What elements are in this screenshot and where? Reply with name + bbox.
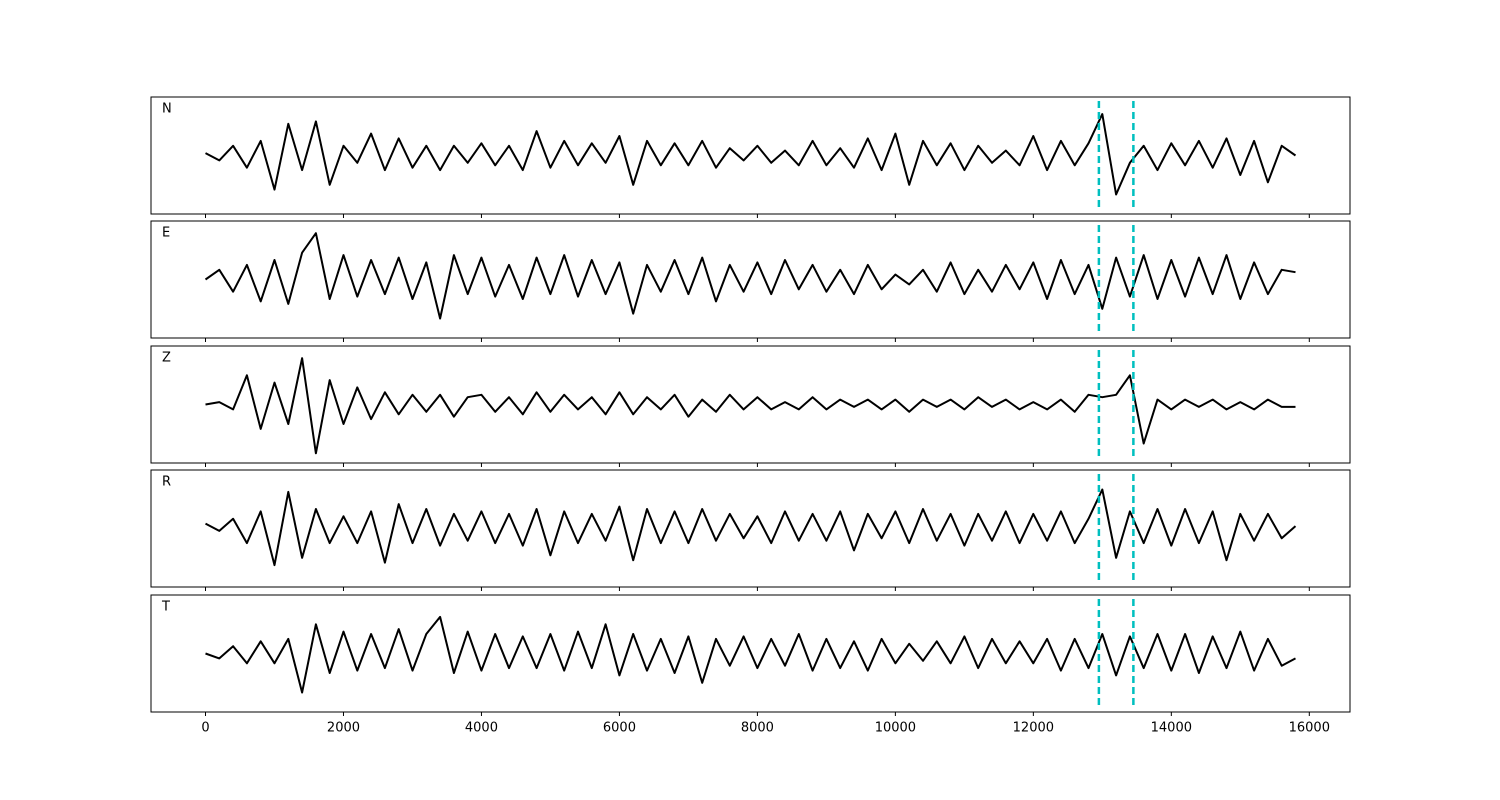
panel-label: Z	[162, 351, 171, 366]
x-tick-label: 6000	[603, 721, 636, 736]
panel-label: T	[161, 600, 170, 615]
panel-frame	[150, 345, 1351, 464]
x-tick-label: 8000	[741, 721, 774, 736]
x-tick-label: 2000	[327, 721, 360, 736]
x-tick-label: 16000	[1289, 721, 1330, 736]
x-tick-label: 10000	[875, 721, 916, 736]
x-tick-label: 4000	[465, 721, 498, 736]
x-tick-label: 12000	[1013, 721, 1054, 736]
x-tick-label: 14000	[1151, 721, 1192, 736]
panel-label: E	[162, 226, 170, 241]
trace	[205, 113, 1297, 196]
panel-frame	[150, 594, 1351, 713]
panel-frame	[150, 469, 1351, 588]
trace	[205, 615, 1296, 694]
trace	[205, 488, 1297, 567]
x-tick-label: 0	[201, 721, 209, 736]
trace	[205, 357, 1296, 455]
panel-label: N	[162, 102, 172, 117]
panel-frame	[150, 96, 1351, 215]
panel-frame	[150, 220, 1351, 339]
panel-label: R	[162, 475, 171, 490]
trace	[204, 232, 1296, 320]
